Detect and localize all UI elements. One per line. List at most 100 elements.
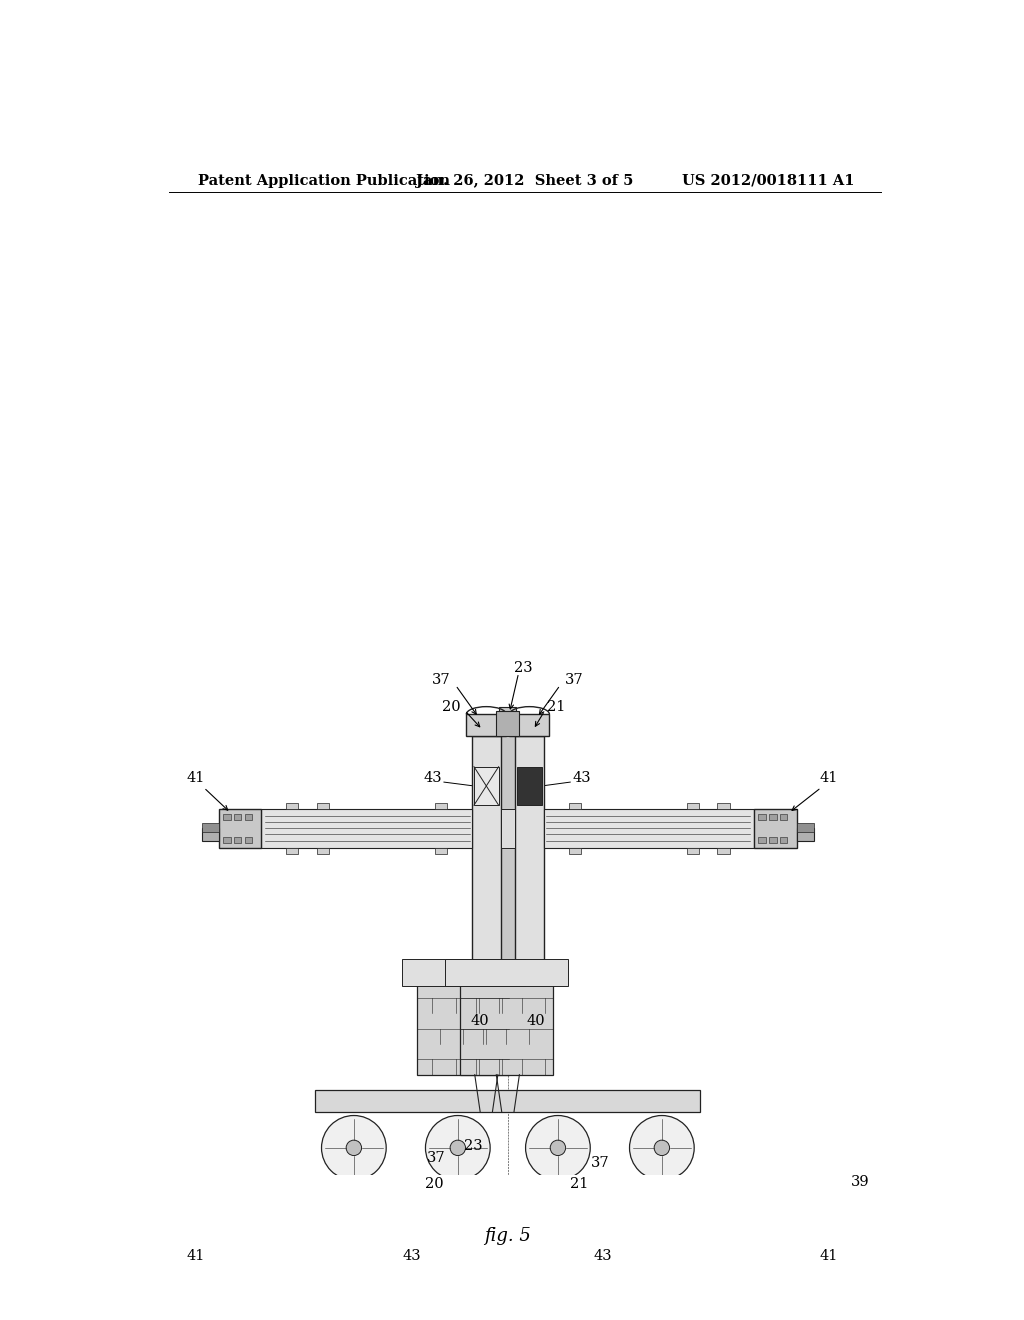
Bar <box>769 813 776 820</box>
Bar <box>536 1213 565 1320</box>
Bar <box>417 974 509 1074</box>
Text: 43: 43 <box>402 1249 421 1263</box>
Bar <box>517 767 542 805</box>
Bar <box>245 1291 252 1298</box>
Bar <box>758 837 766 843</box>
Text: 23: 23 <box>514 661 532 675</box>
Bar <box>414 1280 426 1287</box>
Bar <box>316 847 330 854</box>
Bar <box>233 837 242 843</box>
Bar <box>717 803 730 809</box>
Bar <box>474 767 499 805</box>
Bar <box>758 1291 766 1298</box>
Bar <box>472 737 501 974</box>
Bar <box>769 1291 776 1298</box>
Circle shape <box>322 1115 386 1180</box>
Bar <box>797 1305 813 1319</box>
Bar <box>223 1291 230 1298</box>
Bar <box>758 813 766 820</box>
Text: 20: 20 <box>425 1177 444 1191</box>
Bar <box>233 1291 242 1298</box>
Bar <box>316 803 330 809</box>
Circle shape <box>451 1140 466 1155</box>
Bar <box>686 803 698 809</box>
Bar <box>202 1305 219 1319</box>
Text: 41: 41 <box>820 771 838 785</box>
Text: 20: 20 <box>442 700 461 714</box>
Circle shape <box>654 1140 670 1155</box>
Text: 21: 21 <box>570 1177 589 1191</box>
Bar <box>590 1280 602 1287</box>
Bar <box>755 1287 797 1320</box>
Bar <box>797 1300 813 1309</box>
Bar <box>500 1184 516 1320</box>
Bar <box>435 847 447 854</box>
Bar <box>202 822 219 832</box>
Text: 37: 37 <box>427 1151 445 1164</box>
Text: US 2012/0018111 A1: US 2012/0018111 A1 <box>682 174 854 187</box>
Bar <box>202 1300 219 1309</box>
Text: Patent Application Publication: Patent Application Publication <box>199 174 451 187</box>
Bar <box>223 813 230 820</box>
Bar <box>233 813 242 820</box>
Bar <box>460 974 553 1074</box>
Text: 43: 43 <box>593 1249 612 1263</box>
Bar <box>223 1315 230 1320</box>
Bar <box>466 714 506 737</box>
Bar <box>497 711 519 737</box>
Bar <box>686 847 698 854</box>
Text: 39: 39 <box>851 1176 869 1189</box>
Bar <box>686 1280 698 1287</box>
Bar <box>261 1287 451 1320</box>
Text: 41: 41 <box>820 1249 838 1263</box>
Bar <box>769 837 776 843</box>
Bar <box>755 809 797 847</box>
Bar <box>202 828 219 841</box>
Bar <box>223 837 230 843</box>
Bar <box>501 809 515 847</box>
Text: 41: 41 <box>186 1249 205 1263</box>
Bar <box>454 1243 478 1283</box>
Bar <box>779 813 787 820</box>
Bar <box>316 1280 330 1287</box>
Bar <box>797 828 813 841</box>
Bar <box>233 1315 242 1320</box>
Bar <box>568 847 581 854</box>
Bar <box>497 1189 519 1213</box>
Bar <box>769 1315 776 1320</box>
Circle shape <box>630 1115 694 1180</box>
Text: 37: 37 <box>565 673 584 688</box>
Circle shape <box>425 1115 490 1180</box>
Text: 23: 23 <box>464 1139 482 1152</box>
Bar <box>401 960 525 986</box>
Bar <box>530 1192 570 1213</box>
Circle shape <box>550 1140 565 1155</box>
Text: 43: 43 <box>423 771 441 785</box>
Text: Jan. 26, 2012  Sheet 3 of 5: Jan. 26, 2012 Sheet 3 of 5 <box>416 174 634 187</box>
Bar <box>286 847 298 854</box>
Text: 40: 40 <box>526 1014 545 1028</box>
Text: 43: 43 <box>572 771 591 785</box>
Bar <box>515 737 544 974</box>
Bar <box>444 960 568 986</box>
Bar <box>758 1315 766 1320</box>
Circle shape <box>525 1115 590 1180</box>
Bar <box>445 1192 485 1213</box>
Bar <box>177 1180 839 1195</box>
Bar <box>219 809 261 847</box>
Text: 37: 37 <box>591 1156 609 1171</box>
Text: 37: 37 <box>432 673 451 688</box>
Bar <box>219 1287 261 1320</box>
Bar <box>544 809 755 847</box>
Bar <box>261 809 472 847</box>
Bar <box>286 1280 298 1287</box>
Bar <box>717 847 730 854</box>
Text: 21: 21 <box>547 700 565 714</box>
Bar <box>480 1287 536 1320</box>
Bar <box>717 1280 730 1287</box>
Text: 40: 40 <box>471 1014 489 1028</box>
Bar <box>779 1315 787 1320</box>
Text: 41: 41 <box>186 771 205 785</box>
Bar <box>435 803 447 809</box>
Bar <box>538 1243 562 1283</box>
